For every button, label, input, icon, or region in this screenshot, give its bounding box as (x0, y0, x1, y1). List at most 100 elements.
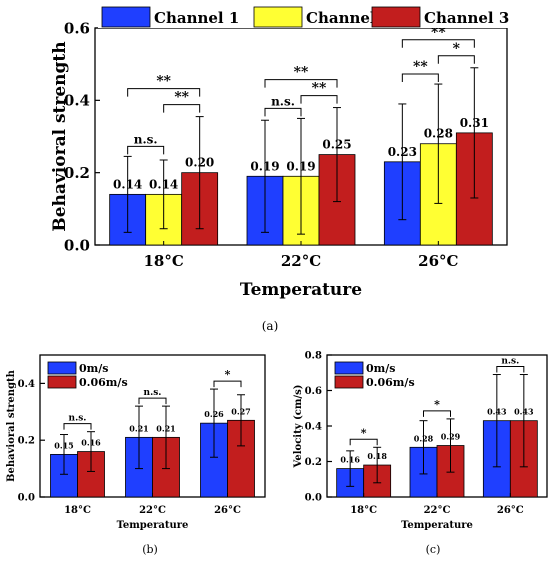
data-label: 0.16 (81, 438, 101, 448)
y-tick-label: 0.6 (305, 386, 322, 397)
x-tick-label: 26°C (214, 505, 241, 516)
y-tick-label: 0.4 (64, 92, 90, 110)
data-label: 0.43 (487, 407, 507, 417)
significance-label: n.s. (501, 357, 519, 367)
x-axis-label: Temperature (401, 520, 473, 531)
data-label: 0.19 (250, 159, 279, 173)
data-label: 0.25 (322, 138, 351, 152)
panel-label: (a) (262, 319, 279, 333)
significance-label: ** (156, 74, 171, 90)
data-label: 0.16 (340, 455, 360, 465)
data-label: 0.14 (149, 177, 178, 191)
significance-bracket (437, 55, 475, 64)
significance-label: ** (413, 59, 428, 75)
data-label: 0.26 (204, 409, 224, 419)
y-tick-label: 0.0 (64, 236, 90, 254)
panel-b-chart: 0.0 0.2 0.4 0.15 0.21 0.26 0.16 0.21 0.27 18°C 22°… (6, 354, 266, 556)
significance-bracket (213, 380, 242, 388)
significance-bracket (63, 423, 92, 430)
significance-bracket (264, 79, 338, 88)
data-label: 0.18 (367, 451, 387, 461)
legend-label: 0m/s (366, 362, 396, 375)
data-label: 0.31 (460, 116, 489, 130)
data-label: 0.43 (514, 407, 534, 417)
y-tick-label: 0.4 (18, 379, 35, 390)
y-tick-label: 0.2 (64, 164, 90, 182)
data-label: 0.14 (113, 177, 142, 191)
significance-label: * (434, 398, 440, 411)
panel-c-chart: 0.0 0.2 0.4 0.6 0.8 0.16 0.28 0.43 0.18 0.29 0.43 1… (293, 351, 548, 556)
panel-label: (b) (142, 543, 158, 556)
legend-swatch (47, 361, 77, 375)
significance-label: n.s. (69, 414, 87, 424)
x-axis-label: Temperature (240, 280, 362, 300)
panel-label: (c) (426, 543, 441, 556)
y-tick-label: 0.4 (305, 422, 322, 433)
significance-label: ** (312, 81, 327, 97)
legend-label: Channel 1 (154, 9, 239, 27)
legend-label: Channel 2 (306, 9, 391, 27)
legend-background (98, 4, 516, 28)
y-tick-label: 0.0 (18, 493, 35, 504)
legend-swatch (253, 6, 303, 28)
x-tick-label: 18°C (144, 252, 184, 270)
data-label: 0.23 (388, 145, 417, 159)
y-tick-label: 0.6 (64, 19, 90, 37)
x-tick-label: 18°C (64, 505, 91, 516)
data-label: 0.21 (156, 423, 175, 433)
legend-label: Channel 3 (424, 9, 509, 27)
x-tick-label: 22°C (424, 505, 451, 516)
significance-label: * (225, 368, 231, 381)
legend-swatch (101, 6, 151, 28)
legend-label: 0.06m/s (79, 376, 128, 389)
y-axis-label: Behavioral strength (6, 369, 17, 482)
legend-swatch (371, 6, 421, 28)
significance-bracket (349, 438, 378, 446)
y-tick-label: 0.2 (18, 436, 35, 447)
data-label: 0.19 (286, 159, 315, 173)
significance-bracket (163, 104, 201, 113)
y-tick-label: 0.8 (305, 351, 322, 362)
data-label: 0.20 (185, 156, 214, 170)
significance-bracket (401, 73, 439, 83)
significance-bracket (264, 107, 302, 117)
legend: 0m/s0.06m/s (334, 361, 415, 389)
y-axis-label: Behavioral strength (50, 41, 70, 231)
data-label: 0.27 (231, 406, 250, 416)
data-label: 0.15 (54, 440, 73, 450)
x-axis-label: Temperature (117, 520, 189, 531)
significance-label: ** (174, 90, 189, 106)
significance-label: n.s. (134, 132, 158, 146)
significance-bracket (127, 88, 201, 97)
significance-label: n.s. (144, 388, 162, 398)
significance-bracket (496, 366, 525, 373)
data-label: 0.28 (424, 127, 453, 141)
panel-a-chart: 0.0 0.2 0.4 0.6 0.14 0.19 0.23 0.14 0.19 0.28 0.20… (50, 4, 516, 333)
legend-swatch (334, 375, 364, 389)
legend: Channel 1 Channel 2 Channel 3 (98, 4, 516, 28)
significance-label: * (361, 426, 367, 439)
data-label: 0.29 (441, 432, 461, 442)
data-label: 0.21 (129, 423, 148, 433)
y-tick-label: 0.0 (305, 493, 322, 504)
significance-bracket (127, 145, 165, 155)
significance-bracket (138, 397, 167, 405)
y-tick-label: 0.2 (305, 457, 322, 468)
significance-bracket (401, 39, 475, 48)
legend-label: 0m/s (79, 362, 109, 375)
data-label: 0.28 (414, 433, 434, 443)
x-tick-label: 22°C (139, 505, 166, 516)
legend: 0m/s0.06m/s (47, 361, 128, 389)
legend-swatch (334, 361, 364, 375)
significance-label: ** (431, 25, 446, 41)
x-tick-label: 26°C (418, 252, 458, 270)
significance-label: * (453, 41, 461, 57)
significance-label: n.s. (271, 94, 295, 108)
x-tick-label: 18°C (350, 505, 377, 516)
significance-label: ** (294, 65, 309, 81)
significance-bracket (300, 95, 338, 104)
x-tick-label: 26°C (497, 505, 524, 516)
x-tick-label: 22°C (281, 252, 321, 270)
y-axis-label: Velocity (cm/s) (293, 385, 304, 469)
